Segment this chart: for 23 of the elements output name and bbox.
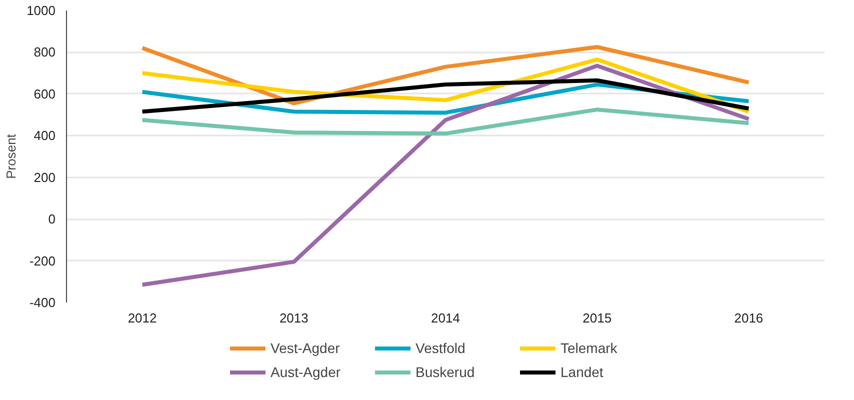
y-tick-label: 200: [34, 170, 56, 185]
legend-label: Landet: [560, 364, 604, 380]
legend-label: Vest-Agder: [270, 340, 341, 356]
x-tick-label: 2016: [734, 310, 764, 326]
x-tick-label: 2015: [582, 310, 612, 326]
y-tick-label: -200: [29, 253, 56, 268]
y-axis-title: Prosent: [4, 134, 19, 179]
legend-label: Buskerud: [416, 364, 476, 380]
y-tick-label: 0: [48, 212, 56, 227]
legend-label: Vestfold: [416, 340, 466, 356]
legend-label: Aust-Agder: [270, 364, 342, 380]
y-tick-label: -400: [29, 295, 56, 310]
y-tick-label: 600: [34, 86, 56, 102]
x-tick-label: 2012: [128, 310, 157, 326]
y-tick-label: 1000: [26, 3, 56, 18]
x-tick-label: 2014: [431, 310, 460, 326]
y-tick-label: 400: [34, 128, 56, 144]
line-series: [140, 45, 751, 106]
legend-label: Telemark: [560, 340, 618, 356]
x-tick-label: 2013: [279, 310, 308, 326]
y-tick-label: 800: [34, 44, 56, 60]
line-series: [140, 108, 751, 136]
line-series: [140, 64, 751, 287]
